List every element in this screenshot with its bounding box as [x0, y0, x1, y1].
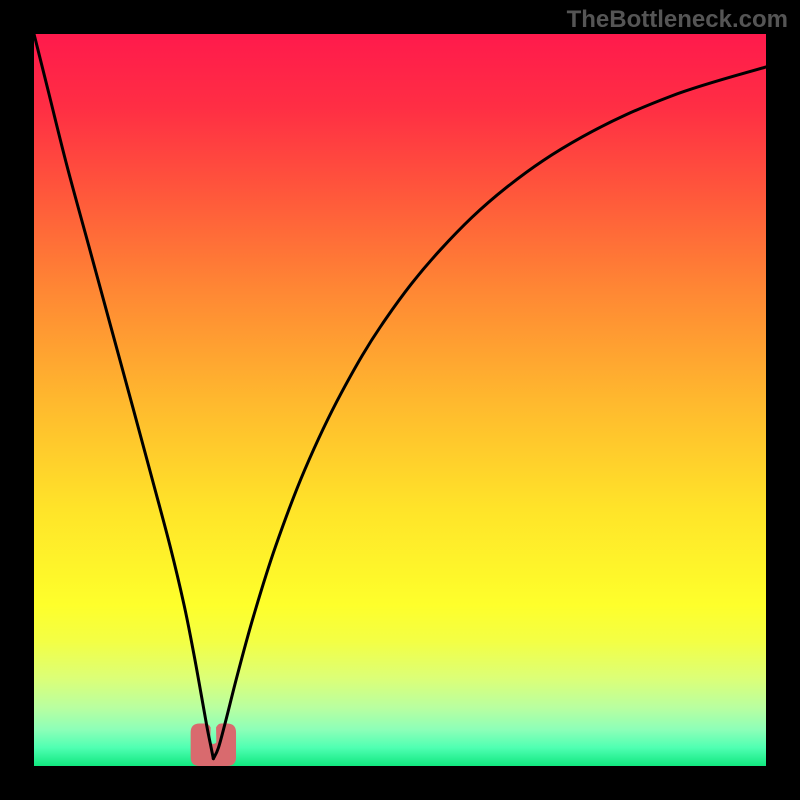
curve-layer — [34, 34, 766, 766]
curve-right-branch — [213, 67, 766, 759]
plot-area — [34, 34, 766, 766]
chart-container: TheBottleneck.com — [0, 0, 800, 800]
curve-left-branch — [34, 34, 213, 759]
watermark-text: TheBottleneck.com — [567, 6, 788, 34]
